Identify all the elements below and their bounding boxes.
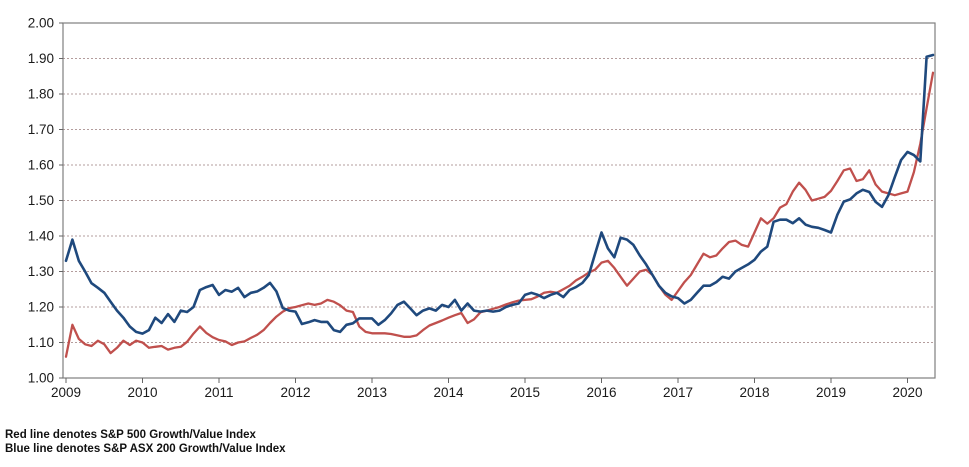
- y-axis-tick-label: 1.10: [28, 335, 54, 350]
- y-axis-tick-label: 1.60: [28, 158, 54, 173]
- x-axis-tick-label: 2016: [586, 385, 616, 400]
- x-axis-tick-label: 2011: [204, 385, 233, 400]
- x-axis-tick-label: 2015: [510, 385, 540, 400]
- x-axis-tick-label: 2009: [51, 385, 81, 400]
- x-axis-tick-label: 2012: [280, 385, 310, 400]
- y-axis-tick-label: 2.00: [28, 16, 54, 31]
- x-axis-tick-label: 2013: [357, 385, 387, 400]
- y-axis-tick-label: 1.50: [28, 193, 54, 208]
- footnote-red-line: Red line denotes S&P 500 Growth/Value In…: [5, 429, 256, 441]
- x-axis-tick-label: 2019: [816, 385, 846, 400]
- y-axis-tick-label: 1.40: [28, 229, 54, 244]
- y-axis-tick-label: 1.20: [28, 300, 54, 315]
- y-axis-tick-label: 1.70: [28, 122, 54, 137]
- x-axis-tick-label: 2014: [433, 385, 464, 400]
- x-axis-tick-label: 2020: [892, 385, 922, 400]
- y-axis-tick-label: 1.90: [28, 51, 54, 66]
- y-axis-tick-label: 1.30: [28, 264, 54, 279]
- y-axis-tick-label: 1.00: [28, 371, 54, 386]
- chart-footnotes: Red line denotes S&P 500 Growth/Value In…: [5, 428, 286, 456]
- asx200-growth-value-line: [64, 53, 935, 335]
- y-axis-tick-label: 1.80: [28, 87, 54, 102]
- x-axis-tick-label: 2017: [663, 385, 693, 400]
- x-axis-tick-label: 2018: [739, 385, 769, 400]
- x-axis-tick-label: 2010: [127, 385, 157, 400]
- sp500-growth-value-line: [64, 71, 935, 358]
- footnote-blue-line: Blue line denotes S&P ASX 200 Growth/Val…: [5, 443, 286, 455]
